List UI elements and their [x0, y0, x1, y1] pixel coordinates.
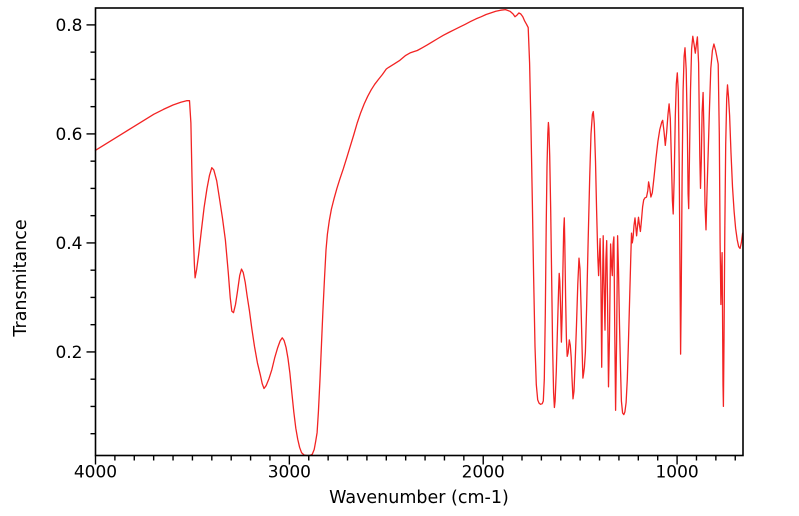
axis-ticks: 4000 3000 2000 1000 0.2 0.4 0.6 0.8 — [55, 16, 736, 483]
x-tick-label: 2000 — [462, 463, 505, 483]
x-tick-label: 1000 — [655, 463, 698, 483]
y-axis-label: Transmitance — [11, 219, 31, 337]
y-tick-label: 0.2 — [55, 343, 82, 363]
x-axis-label: Wavenumber (cm-1) — [329, 488, 509, 508]
y-tick-label: 0.8 — [55, 16, 82, 36]
y-tick-label: 0.4 — [55, 234, 82, 254]
x-tick-label: 4000 — [74, 463, 117, 483]
y-tick-label: 0.6 — [55, 125, 82, 145]
spectrum-line — [94, 8, 744, 457]
x-tick-label: 3000 — [268, 463, 311, 483]
plot-border — [94, 7, 744, 457]
